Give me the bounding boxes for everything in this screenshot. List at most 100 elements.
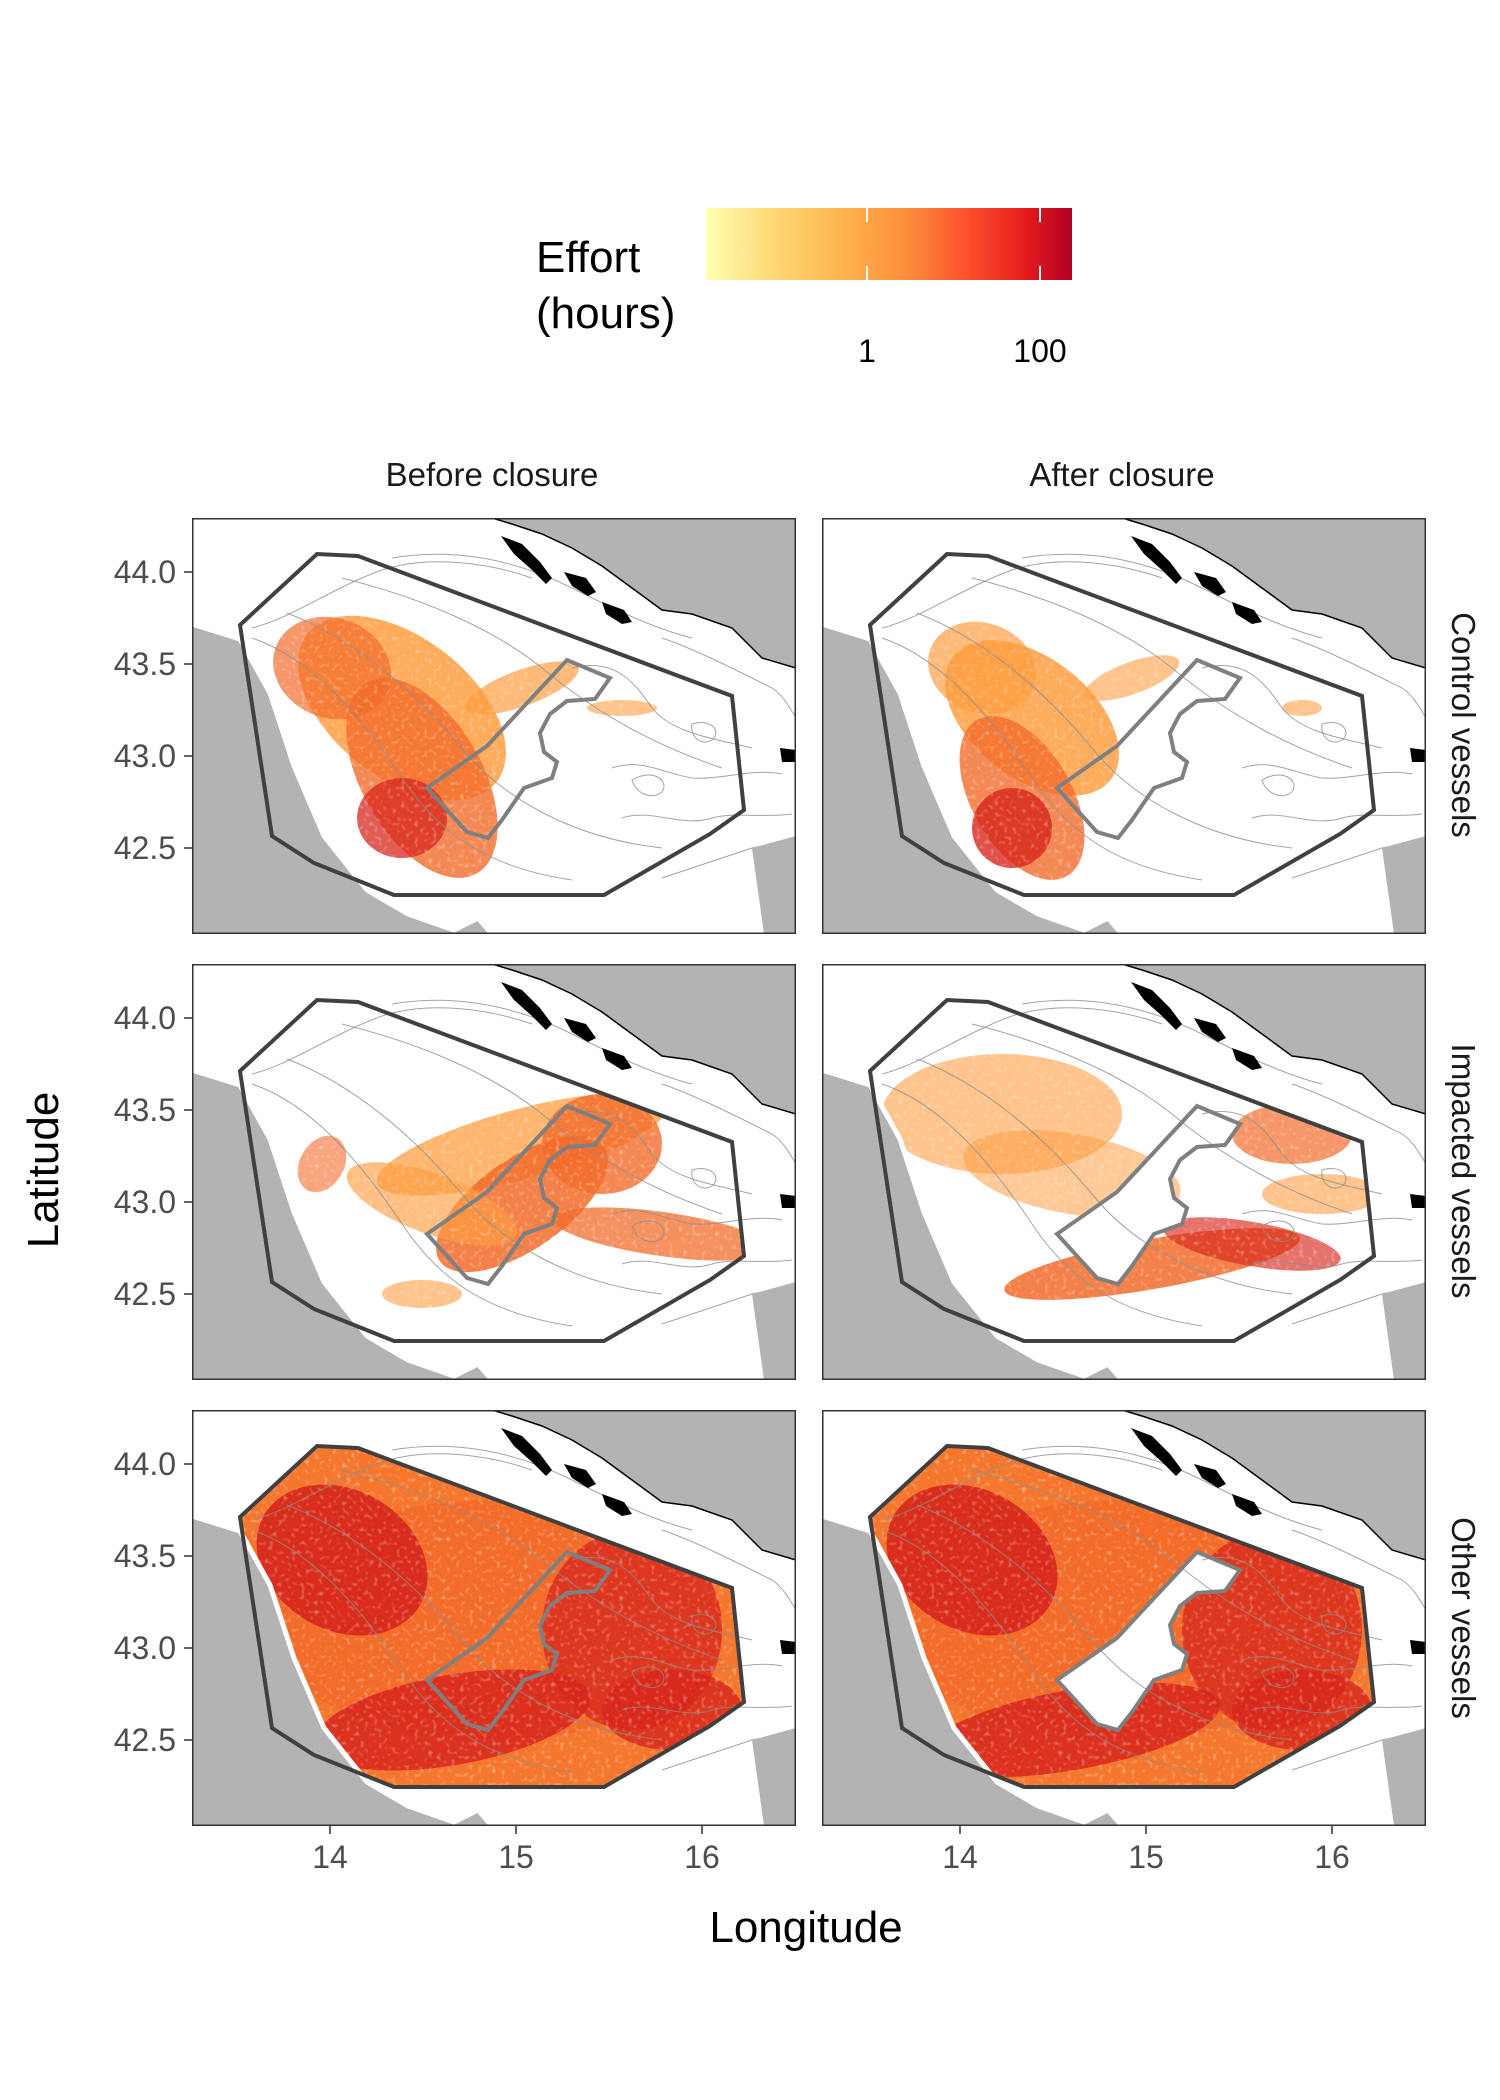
- island-0: [501, 536, 552, 584]
- x-tick-label: 15: [498, 1839, 534, 1875]
- x-tick-label: 14: [312, 1839, 348, 1875]
- coastline-buffer: [192, 621, 494, 934]
- study-area-outline: [237, 997, 747, 1343]
- y-tick-label: 43.0: [114, 1630, 176, 1666]
- x-tick-label: 16: [1314, 1839, 1350, 1875]
- y-axis: 44.0 43.5 43.0 42.5 44.0 43.5 43.0 42.5 44.0 43.5…: [114, 554, 192, 1758]
- coastline-buffer: [822, 1513, 1124, 1826]
- panel-border: [192, 1410, 796, 1826]
- study-area-outline: [867, 551, 1377, 897]
- island-3: [780, 748, 796, 762]
- y-tick-label: 43.5: [114, 1092, 176, 1128]
- land-southeast: [1382, 1282, 1426, 1380]
- column-label-after: After closure: [1029, 456, 1214, 493]
- panel-border: [822, 1410, 1426, 1826]
- land-east: [492, 964, 796, 1114]
- island-3: [780, 1640, 796, 1654]
- x-tick-label: 16: [684, 1839, 720, 1875]
- legend-colorbar: [706, 208, 1072, 280]
- closure-area-outline: [1053, 1549, 1244, 1733]
- legend-tick-label-1: 1: [858, 333, 876, 369]
- x-tick-label: 14: [942, 1839, 978, 1875]
- closure-area-outline: [1053, 657, 1244, 841]
- y-tick-label: 42.5: [114, 1276, 176, 1312]
- island-3: [1410, 1194, 1426, 1208]
- closure-area-outline: [1053, 1103, 1244, 1287]
- land-west: [192, 1070, 492, 1380]
- land-southeast: [752, 1728, 796, 1826]
- effort-surface: [240, 554, 744, 895]
- map-panel-0-1: [822, 518, 1426, 934]
- panel-border: [822, 518, 1426, 934]
- map-panel-1-1: [822, 964, 1426, 1380]
- land-southeast: [752, 1282, 796, 1380]
- map-panel-0-0: [192, 518, 796, 934]
- legend-title-line2: (hours): [536, 289, 675, 338]
- legend: Effort (hours) 1 100: [536, 208, 1072, 369]
- map-panels: [192, 518, 1426, 1826]
- closure-area-empty: [1057, 1552, 1240, 1730]
- panel-border: [822, 964, 1426, 1380]
- island-2: [1232, 1048, 1262, 1070]
- land-west: [192, 1516, 492, 1826]
- island-0: [1131, 536, 1182, 584]
- column-label-before: Before closure: [386, 456, 599, 493]
- y-tick-label: 43.0: [114, 738, 176, 774]
- legend-title-line1: Effort: [536, 233, 640, 282]
- panel-border: [192, 518, 796, 934]
- island-1: [1194, 1464, 1226, 1488]
- coastline-buffer: [822, 1067, 1124, 1380]
- coastline-buffer: [192, 1513, 494, 1826]
- x-axis: 14 15 16 14 15 16: [312, 1826, 1350, 1875]
- land-west: [822, 624, 1122, 934]
- island-2: [602, 602, 632, 624]
- island-3: [1410, 1640, 1426, 1654]
- y-tick-label: 42.5: [114, 830, 176, 866]
- y-axis-title: Latitude: [19, 1092, 68, 1249]
- y-tick-label: 44.0: [114, 1000, 176, 1036]
- study-area-outline: [867, 997, 1377, 1343]
- bathymetry-contours: [881, 1445, 1426, 1773]
- island-2: [1232, 602, 1262, 624]
- land-east: [1122, 1410, 1426, 1560]
- study-area-outline: [237, 1443, 747, 1789]
- y-tick-label: 44.0: [114, 1446, 176, 1482]
- y-tick-label: 44.0: [114, 554, 176, 590]
- land-west: [822, 1070, 1122, 1380]
- row-label-impacted: Impacted vessels: [1445, 1044, 1482, 1299]
- bathymetry-contours: [251, 553, 796, 881]
- bathymetry-contours: [881, 553, 1426, 881]
- map-panel-1-0: [192, 964, 796, 1380]
- land-east: [1122, 964, 1426, 1114]
- land-southeast: [752, 836, 796, 934]
- island-0: [1131, 1428, 1182, 1476]
- y-tick-label: 43.5: [114, 646, 176, 682]
- bathymetry-contours: [251, 1445, 796, 1773]
- island-3: [1410, 748, 1426, 762]
- island-1: [564, 1464, 596, 1488]
- island-1: [1194, 1018, 1226, 1042]
- island-2: [602, 1048, 632, 1070]
- closure-area-empty: [1057, 1106, 1240, 1284]
- panel-border: [192, 964, 796, 1380]
- coastline-buffer: [192, 1067, 494, 1380]
- island-2: [1232, 1494, 1262, 1516]
- x-axis-title: Longitude: [709, 1903, 902, 1952]
- y-tick-label: 43.0: [114, 1184, 176, 1220]
- closure-area-outline: [423, 1549, 614, 1733]
- study-area-outline: [237, 551, 747, 897]
- land-east: [1122, 518, 1426, 668]
- y-tick-label: 42.5: [114, 1722, 176, 1758]
- y-tick-label: 43.5: [114, 1538, 176, 1574]
- land-east: [492, 1410, 796, 1560]
- island-3: [780, 1194, 796, 1208]
- bathymetry-contours: [881, 999, 1426, 1327]
- x-tick-label: 15: [1128, 1839, 1164, 1875]
- map-panel-2-0: [192, 1410, 796, 1826]
- land-southeast: [1382, 836, 1426, 934]
- closure-area-outline: [423, 657, 614, 841]
- island-0: [501, 1428, 552, 1476]
- island-0: [1131, 982, 1182, 1030]
- land-southeast: [1382, 1728, 1426, 1826]
